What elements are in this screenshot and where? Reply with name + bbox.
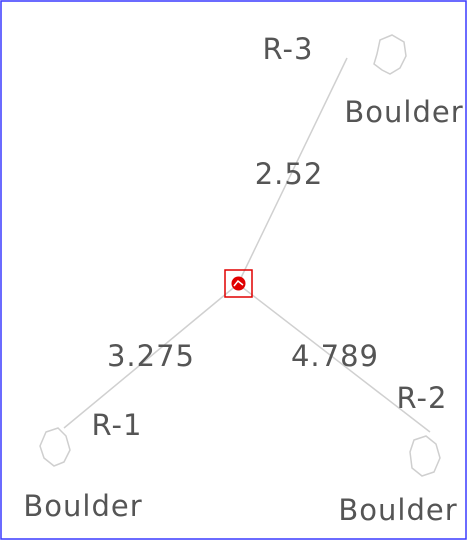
node-label: R-2 — [397, 381, 448, 415]
node-label: R-1 — [92, 408, 143, 442]
node-note: Boulder — [338, 493, 457, 527]
center-marker — [224, 269, 253, 298]
edge-label: 2.52 — [255, 157, 324, 191]
edge-label: 4.789 — [291, 339, 379, 373]
boulder-icon — [409, 435, 441, 477]
node-note: Boulder — [344, 95, 463, 129]
edge — [63, 283, 239, 429]
node-note: Boulder — [23, 489, 142, 523]
node-label: R-3 — [263, 32, 314, 66]
boulder-icon — [373, 34, 407, 75]
edge — [237, 57, 348, 285]
boulder-icon — [39, 427, 71, 467]
edge — [237, 283, 431, 433]
edge-label: 3.275 — [107, 339, 195, 373]
